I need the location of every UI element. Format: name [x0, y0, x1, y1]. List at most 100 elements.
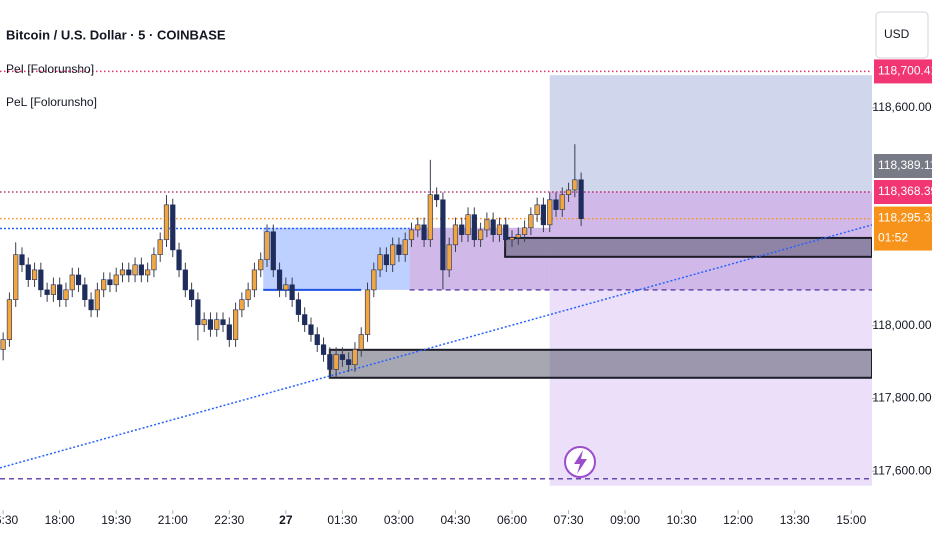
currency-label: USD: [884, 27, 910, 41]
x-tick-label: 03:00: [384, 513, 414, 527]
currency-button[interactable]: [875, 11, 929, 59]
candle-body: [427, 194, 433, 241]
candle-body: [207, 319, 214, 330]
candle-body: [390, 244, 396, 266]
candle-body: [308, 324, 314, 335]
candle-body: [465, 214, 471, 235]
candle-body: [515, 234, 521, 238]
x-tick-label: 16:30: [0, 513, 18, 527]
candle-body: [446, 244, 452, 271]
zone: [549, 75, 872, 192]
candle-body: [346, 359, 352, 366]
candle-body: [13, 254, 19, 300]
indicator-label: PeL [Folorunsho]: [6, 95, 97, 109]
candle-body: [50, 284, 57, 295]
price-badge: [874, 154, 932, 179]
x-tick-label: 18:00: [45, 513, 75, 527]
countdown-label: 01:52: [878, 231, 908, 245]
candle-body: [25, 264, 31, 281]
candle-body: [38, 269, 44, 291]
candle-body: [201, 319, 207, 326]
candle-body: [189, 289, 195, 300]
candle-body: [377, 254, 383, 271]
candle-body: [534, 204, 540, 215]
candle-body: [69, 274, 75, 291]
candle-body: [333, 354, 339, 370]
candle-body: [239, 299, 245, 311]
candle-body: [528, 214, 534, 229]
candle-body: [220, 319, 226, 326]
candle-body: [258, 259, 264, 271]
candle-body: [415, 224, 421, 231]
candle-body: [396, 244, 402, 255]
x-tick-label: 06:00: [497, 513, 527, 527]
price-badge-label: 118,368.39: [878, 184, 932, 198]
candle-body: [126, 269, 132, 276]
x-tick-label: 27: [279, 513, 293, 527]
candle-body: [276, 269, 283, 291]
candle-body: [232, 309, 239, 340]
candle-body: [138, 264, 144, 276]
candle-body: [421, 224, 427, 241]
candle-body: [490, 219, 496, 235]
candle-body: [553, 199, 559, 210]
candle-body: [6, 299, 13, 340]
candle-body: [251, 269, 258, 291]
candle-body: [195, 299, 201, 326]
x-tick-label: 19:30: [101, 513, 131, 527]
candle-body: [157, 239, 163, 255]
candle-body: [364, 289, 371, 335]
price-badge-label: 118,389.11: [878, 158, 932, 172]
price-badge: [874, 180, 932, 205]
candle-body: [459, 224, 465, 235]
candle-body: [559, 194, 565, 210]
candle-body: [119, 269, 126, 276]
candle-body: [145, 269, 151, 276]
candle-body: [434, 194, 440, 201]
candle-body: [320, 344, 327, 355]
candle-body: [0, 339, 6, 350]
price-badge-label: 118,295.31: [878, 211, 932, 225]
candle-body: [31, 269, 38, 281]
candle-body: [547, 199, 553, 226]
x-tick-label: 13:30: [780, 513, 810, 527]
candle-body: [358, 334, 364, 350]
indicator-label: PeI [Folorunsho]: [6, 62, 94, 76]
candle-body: [471, 214, 477, 241]
candle-body: [57, 284, 63, 300]
chart-title: Bitcoin / U.S. Dollar · 5 · COINBASE: [6, 27, 226, 42]
candle-body: [113, 274, 119, 286]
price-badge: [874, 59, 932, 84]
candle-body: [245, 289, 251, 300]
candle-body: [75, 274, 82, 286]
candle-body: [88, 299, 94, 311]
zone: [504, 236, 872, 258]
candle-body: [101, 279, 107, 291]
candle-body: [163, 204, 170, 241]
candle-body: [82, 284, 88, 300]
y-tick-label: 117,800.00: [872, 391, 931, 405]
candle-body: [63, 289, 69, 300]
x-tick-label: 15:00: [836, 513, 866, 527]
candle-body: [295, 299, 302, 315]
candle-body: [496, 224, 503, 235]
logo-icon: [564, 446, 596, 478]
x-tick-label: 01:30: [327, 513, 357, 527]
candle-body: [314, 334, 320, 346]
candle-body: [408, 229, 415, 241]
candle-body: [402, 239, 408, 255]
candle-body: [371, 269, 377, 291]
candle-body: [452, 224, 459, 246]
axes: 117,600.00 117,800.00 118,000.00 118,600.00…: [0, 59, 932, 527]
trendline: [0, 224, 872, 469]
y-tick-label: 118,600.00: [872, 100, 931, 114]
candle-body: [578, 179, 584, 219]
x-tick-label: 22:30: [214, 513, 244, 527]
candle-body: [132, 264, 138, 276]
candle-body: [352, 349, 358, 366]
x-tick-label: 21:00: [158, 513, 188, 527]
candle-body: [289, 284, 295, 300]
y-tick-label: 117,600.00: [872, 463, 931, 477]
